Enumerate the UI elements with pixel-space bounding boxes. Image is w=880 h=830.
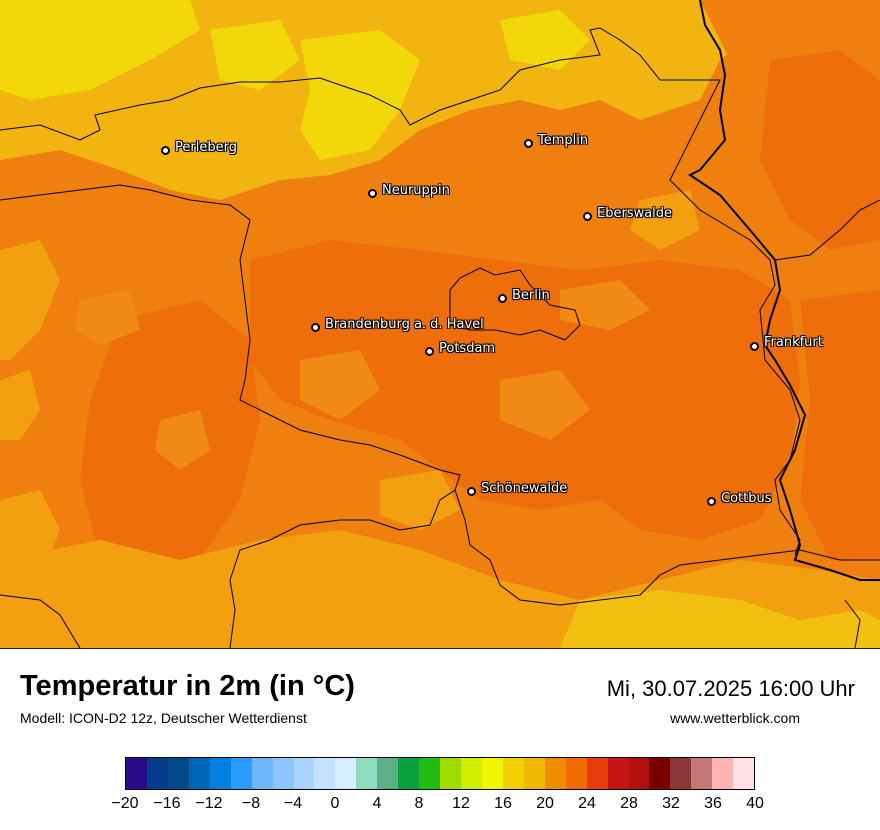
patch-center-2 (155, 410, 210, 470)
legend-swatch (586, 758, 608, 789)
legend-swatch (502, 758, 524, 789)
legend-tick-label: 4 (372, 795, 382, 812)
legend-tick-label: 8 (414, 795, 424, 812)
legend-swatch (188, 758, 210, 789)
legend-swatch (251, 758, 273, 789)
temperature-field (0, 0, 880, 648)
legend-tick-label: −16 (153, 795, 181, 812)
legend-swatch (356, 758, 378, 789)
legend-swatch (272, 758, 294, 789)
legend-swatch (419, 758, 441, 789)
city-dot-frankfurt (750, 342, 759, 351)
east-border (774, 199, 880, 261)
legend-swatch (461, 758, 482, 789)
legend-tick-label: 36 (704, 795, 722, 812)
legend-swatch (335, 758, 357, 789)
state-border-west (0, 184, 461, 648)
city-dot-schoenewalde (467, 487, 476, 496)
legend-swatch (649, 758, 671, 789)
legend-swatch (314, 758, 336, 789)
city-label-cottbus: Cottbus (721, 491, 772, 506)
legend-swatch (607, 758, 629, 789)
legend-swatch (628, 758, 650, 789)
zone-north-bright-3 (210, 20, 300, 90)
city-label-neuruppin: Neuruppin (382, 183, 450, 198)
map-title: Temperatur in 2m (in °C) (20, 670, 355, 702)
city-label-berlin: Berlin (512, 288, 550, 303)
legend-swatch (544, 758, 566, 789)
country-border (688, 0, 880, 581)
city-label-potsdam: Potsdam (439, 341, 496, 356)
zone-west-light-2 (0, 370, 40, 440)
city-dot-neuruppin (368, 189, 377, 198)
forecast-datetime: Mi, 30.07.2025 16:00 Uhr (606, 676, 855, 701)
patch-center-3 (500, 370, 590, 440)
legend-tick-label: 24 (578, 795, 596, 812)
temperature-map: Perleberg Templin Neuruppin Eberswalde B… (0, 0, 880, 649)
legend-tick-label: 28 (620, 795, 638, 812)
legend-tick-label: −12 (195, 795, 223, 812)
city-label-schoenewalde: Schönewalde (481, 481, 568, 496)
south-border (454, 489, 880, 606)
city-dot-brandenburg (311, 323, 320, 332)
zone-south-yellow (560, 590, 880, 648)
zone-north-bright (0, 0, 200, 100)
legend-tick-label: 20 (536, 795, 554, 812)
city-label-templin: Templin (538, 133, 589, 148)
legend-swatch (481, 758, 503, 789)
zone-ne-deep (760, 50, 880, 250)
patch-center-6 (630, 190, 700, 250)
legend-swatch (733, 758, 755, 789)
zone-east-deep (800, 290, 880, 560)
zone-sw-light (0, 490, 60, 590)
patch-center-7 (380, 470, 460, 530)
berlin-border (449, 267, 581, 341)
legend-swatch (398, 758, 420, 789)
city-dot-berlin (498, 294, 507, 303)
se-border (844, 599, 861, 648)
legend-swatch (230, 758, 252, 789)
model-subtitle: Modell: ICON-D2 12z, Deutscher Wetterdie… (20, 710, 307, 726)
legend-tick-label: 12 (452, 795, 470, 812)
legend-swatch (712, 758, 734, 789)
city-label-brandenburg: Brandenburg a. d. Havel (325, 317, 484, 332)
zone-north-bright-2 (300, 30, 420, 160)
legend-swatch (146, 758, 168, 789)
legend-swatch (523, 758, 545, 789)
city-dot-templin (524, 139, 533, 148)
legend-swatch (565, 758, 587, 789)
state-border (0, 27, 801, 556)
city-dot-cottbus (707, 497, 716, 506)
legend-swatch (293, 758, 315, 789)
city-label-frankfurt: Frankfurt (764, 335, 823, 350)
sw-border (0, 594, 81, 648)
color-legend (125, 757, 755, 790)
website-url: www.wetterblick.com (670, 710, 800, 726)
patch-center-1 (300, 350, 380, 420)
legend-swatch (167, 758, 189, 789)
legend-tick-label: 0 (330, 795, 340, 812)
city-label-eberswalde: Eberswalde (597, 206, 673, 221)
legend-swatch (670, 758, 692, 789)
patch-center-4 (75, 290, 140, 345)
legend-swatch (209, 758, 231, 789)
patch-center-5 (560, 280, 650, 330)
city-dot-potsdam (425, 347, 434, 356)
legend-swatch (440, 758, 461, 789)
legend-tick-label: −20 (111, 795, 139, 812)
legend-tick-label: 32 (662, 795, 680, 812)
city-label-perleberg: Perleberg (175, 140, 237, 155)
zone-north-bright-4 (500, 10, 590, 70)
zone-west-light (0, 240, 60, 360)
city-dot-eberswalde (583, 212, 592, 221)
legend-swatch (126, 758, 147, 789)
legend-tick-label: −8 (241, 795, 261, 812)
legend-swatch (691, 758, 713, 789)
city-dot-perleberg (161, 146, 170, 155)
legend-tick-label: −4 (283, 795, 303, 812)
legend-swatch (377, 758, 399, 789)
legend-tick-label: 16 (494, 795, 512, 812)
legend-tick-label: 40 (746, 795, 764, 812)
